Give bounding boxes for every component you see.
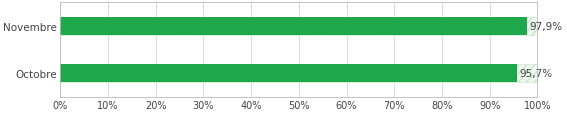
Bar [60, 18, 538, 36]
Bar [60, 18, 527, 36]
Text: 95,7%: 95,7% [519, 69, 552, 79]
Bar [60, 65, 517, 82]
Text: 97,9%: 97,9% [530, 22, 563, 32]
Bar [60, 65, 538, 82]
